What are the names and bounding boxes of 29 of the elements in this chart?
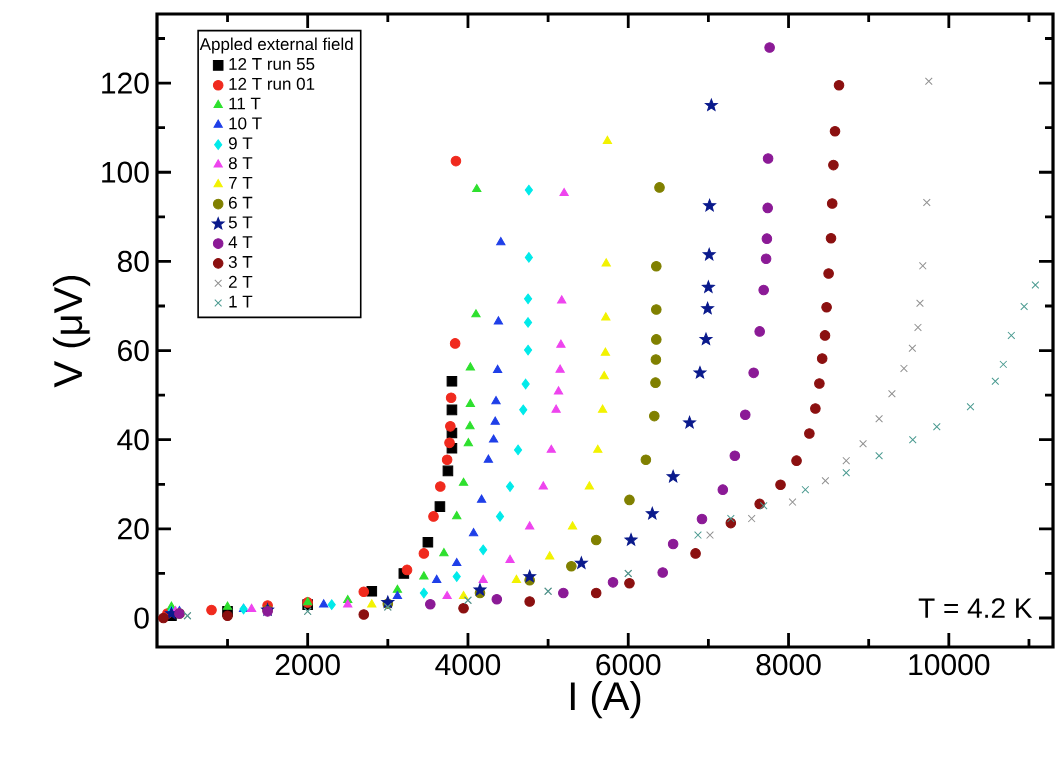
legend-label: 11 T: [229, 97, 261, 110]
y-axis-title: V (μV): [52, 275, 91, 388]
legend-label: 3 T: [228, 255, 253, 268]
legend-label: 9 T: [228, 137, 253, 150]
legend-label: 1 T: [229, 295, 253, 308]
legend-label: 12 T run 55: [229, 57, 315, 70]
x-tick-label: 2000: [275, 654, 340, 676]
y-tick-label: 60: [118, 339, 149, 362]
y-tick-label: 0: [134, 607, 149, 629]
y-tick-label: 120: [102, 72, 149, 94]
legend-label: 4 T: [228, 236, 253, 248]
legend-label: 6 T: [229, 196, 253, 209]
x-tick-label: 8000: [756, 654, 821, 676]
legend-label: 2 T: [228, 275, 253, 288]
legend-label: 8 T: [228, 157, 253, 170]
x-tick-label: 6000: [596, 654, 661, 676]
x-axis-title: I (A): [570, 681, 641, 719]
legend-label: 12 T run 01: [229, 77, 315, 90]
y-tick-label: 80: [117, 250, 149, 273]
annotation: T = 4.2 K: [918, 598, 1033, 618]
legend-label: 10 T: [229, 117, 262, 130]
legend-label: 5 T: [228, 216, 253, 229]
x-tick-label: 4000: [435, 654, 501, 676]
x-tick-label: 10000: [909, 654, 990, 676]
legend-label: 7 T: [229, 176, 253, 189]
legend-title: Appled external field: [199, 37, 353, 54]
y-tick-label: 20: [118, 518, 149, 540]
y-tick-label: 40: [117, 429, 149, 451]
y-tick-label: 100: [102, 161, 149, 183]
